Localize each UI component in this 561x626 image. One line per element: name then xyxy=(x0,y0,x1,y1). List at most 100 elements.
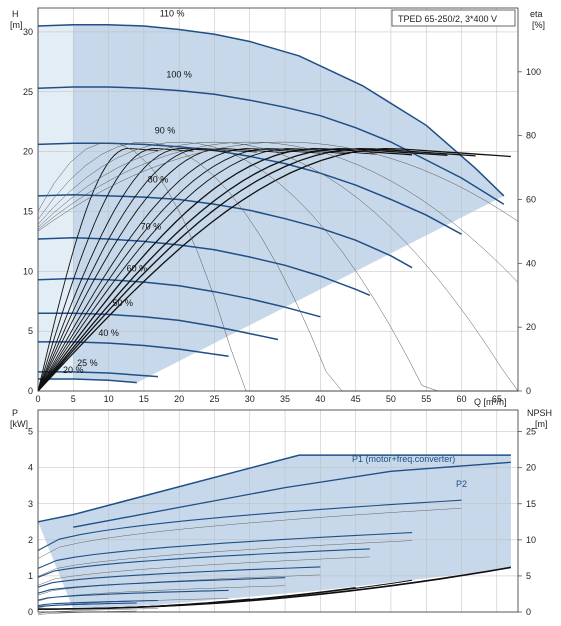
x-tick-label: 55 xyxy=(421,394,431,404)
y-tick-label: 5 xyxy=(28,326,33,336)
operating-range-area xyxy=(38,24,504,383)
p-tick-label: 4 xyxy=(28,463,33,473)
chart-title: TPED 65-250/2, 3*400 V xyxy=(398,14,497,24)
plot-frame xyxy=(37,7,519,392)
y2-tick-label: 80 xyxy=(526,131,536,141)
x-tick-label: 30 xyxy=(245,394,255,404)
y2-tick-label: 100 xyxy=(526,67,541,77)
speed-label: 20 % xyxy=(63,365,84,375)
head-curve xyxy=(37,86,505,205)
x-tick-label: 35 xyxy=(280,394,290,404)
npsh-tick-label: 25 xyxy=(526,427,536,437)
npsh-axis-label: NPSH xyxy=(527,408,552,418)
power-curve xyxy=(37,599,159,607)
power-curve xyxy=(37,577,286,594)
p-axis-unit: [kW] xyxy=(10,419,28,429)
x-tick-label: 5 xyxy=(71,394,76,404)
y2-tick-label: 60 xyxy=(526,195,536,205)
y2-axis-label: eta xyxy=(530,9,543,19)
y2-axis-unit: [%] xyxy=(532,20,545,30)
speed-label: 80 % xyxy=(148,175,169,185)
efficiency-curve xyxy=(37,141,519,232)
power-curve-thin xyxy=(37,608,159,614)
y-axis-label: H xyxy=(12,9,19,19)
npsh-curve xyxy=(38,606,144,610)
p2-curve xyxy=(73,461,511,528)
efficiency-curve xyxy=(37,147,511,392)
power-curve xyxy=(37,499,462,551)
x-tick-label: 15 xyxy=(139,394,149,404)
x-tick-label: 45 xyxy=(351,394,361,404)
power-curve-thin xyxy=(37,585,286,602)
y-tick-label: 30 xyxy=(23,27,33,37)
power-curve xyxy=(37,602,137,608)
x-tick-label: 0 xyxy=(35,394,40,404)
speed-label: 25 % xyxy=(77,358,98,368)
power-range-area xyxy=(38,455,511,610)
p1-label: P1 (motor+freq.converter) xyxy=(352,454,455,464)
power-curve xyxy=(37,548,370,578)
efficiency-curve xyxy=(37,148,377,392)
power-curve xyxy=(37,589,229,601)
speed-label: 90 % xyxy=(155,126,176,136)
y-tick-label: 15 xyxy=(23,206,33,216)
y2-tick-label: 40 xyxy=(526,258,536,268)
x-axis-label: Q [m³/h] xyxy=(474,397,507,407)
p1-curve xyxy=(37,454,511,523)
low-flow-area xyxy=(38,25,74,381)
npsh-tick-label: 15 xyxy=(526,499,536,509)
head-efficiency-panel: 0 5 10 15 20 25 30 35 40 45 50 55 60 65 0 5 10 15 20 25 30 0 2… xyxy=(23,7,541,404)
p-axis-label: P xyxy=(12,408,18,418)
p-tick-label: 2 xyxy=(28,535,33,545)
efficiency-curve xyxy=(37,147,476,392)
speed-label: 60 % xyxy=(127,263,148,273)
y-tick-label: 20 xyxy=(23,147,33,157)
npsh-tick-label: 20 xyxy=(526,463,536,473)
y-tick-label: 25 xyxy=(23,87,33,97)
npsh-axis-unit: [m] xyxy=(535,419,548,429)
p-tick-label: 0 xyxy=(28,607,33,617)
power-curve-thin xyxy=(37,507,462,559)
x-tick-label: 65 xyxy=(492,394,502,404)
npsh-tick-label: 10 xyxy=(526,535,536,545)
efficiency-curve xyxy=(37,147,413,392)
y-tick-label: 10 xyxy=(23,266,33,276)
p-tick-label: 5 xyxy=(28,427,33,437)
efficiency-curve xyxy=(37,148,321,392)
power-curve xyxy=(37,532,413,569)
efficiency-curve xyxy=(37,148,257,392)
head-curve xyxy=(37,277,321,318)
speed-label: 40 % xyxy=(98,328,119,338)
efficiency-curve xyxy=(37,148,229,392)
efficiency-curve xyxy=(37,141,519,392)
head-curve xyxy=(38,341,229,358)
head-curve xyxy=(37,237,371,296)
plot-frame xyxy=(37,409,519,613)
efficiency-curve xyxy=(37,148,286,392)
p2-label: P2 xyxy=(456,479,467,489)
x-tick-label: 60 xyxy=(457,394,467,404)
y-axis-unit: [m] xyxy=(10,20,23,30)
head-curve xyxy=(38,378,137,384)
head-curve xyxy=(37,24,505,197)
x-tick-label: 50 xyxy=(386,394,396,404)
speed-label: 70 % xyxy=(141,221,162,231)
npsh-tick-label: 5 xyxy=(526,571,531,581)
power-curve-thin xyxy=(37,556,370,586)
power-curve-thin xyxy=(37,540,413,577)
y-tick-label: 0 xyxy=(28,386,33,396)
p-tick-label: 1 xyxy=(28,571,33,581)
y2-tick-label: 20 xyxy=(526,322,536,332)
x-tick-label: 10 xyxy=(104,394,114,404)
speed-label: 100 % xyxy=(166,69,192,79)
efficiency-curve xyxy=(37,147,448,392)
p-tick-label: 3 xyxy=(28,499,33,509)
power-curve xyxy=(37,566,321,588)
speed-label: 110 % xyxy=(160,8,185,18)
chart-title-box xyxy=(391,9,516,27)
efficiency-curve xyxy=(37,148,349,392)
power-npsh-panel: 0 1 2 3 4 5 0 5 10 15 20 25 xyxy=(28,409,536,617)
x-tick-label: 20 xyxy=(174,394,184,404)
npsh-tick-label: 0 xyxy=(526,607,531,617)
